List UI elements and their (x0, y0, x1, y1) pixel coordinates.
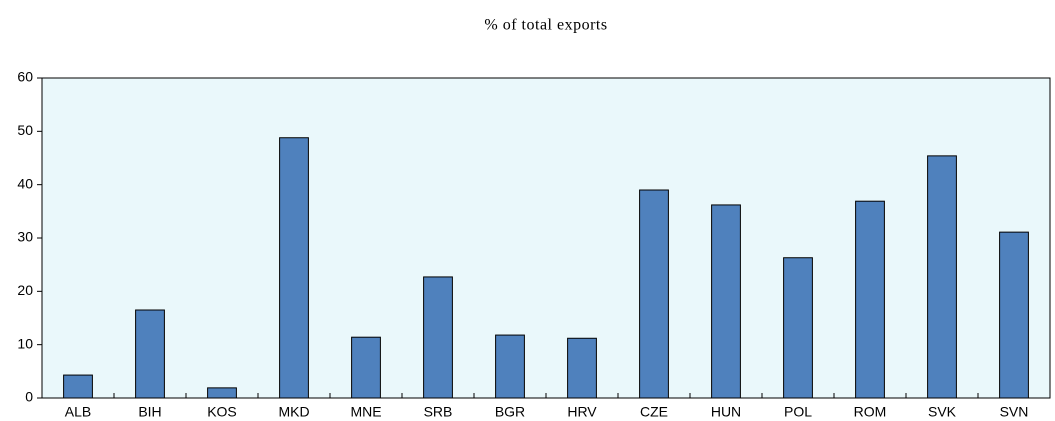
bar (207, 387, 237, 399)
y-tick-label: 20 (17, 282, 33, 298)
chart-title: % of total exports (484, 17, 607, 34)
y-tick-label: 10 (17, 335, 33, 351)
x-tick-label: SVK (928, 404, 957, 420)
x-tick-label: HUN (711, 404, 741, 420)
bar (63, 374, 93, 399)
bar (783, 257, 813, 399)
x-tick-label: SRB (424, 404, 453, 420)
bar (855, 200, 885, 399)
bar (927, 155, 957, 399)
bar (135, 309, 165, 399)
bar (495, 334, 525, 399)
bar (279, 137, 309, 399)
x-tick-label: SVN (1000, 404, 1029, 420)
x-tick-label: MKD (278, 404, 309, 420)
x-tick-label: MNE (350, 404, 381, 420)
x-tick-label: BGR (495, 404, 525, 420)
x-tick-label: KOS (207, 404, 237, 420)
bar (351, 336, 381, 399)
bar (711, 204, 741, 399)
y-tick-label: 30 (17, 229, 33, 245)
x-tick-label: HRV (567, 404, 597, 420)
y-tick-label: 40 (17, 175, 33, 191)
bar (567, 337, 597, 399)
y-tick-label: 50 (17, 122, 33, 138)
y-tick-label: 0 (25, 389, 33, 405)
bar (639, 189, 669, 399)
bar (423, 276, 453, 399)
plot-area (41, 77, 1051, 399)
x-tick-label: ALB (65, 404, 91, 420)
x-tick-label: POL (784, 404, 812, 420)
x-tick-label: ROM (854, 404, 887, 420)
x-tick-label: BIH (138, 404, 161, 420)
x-tick-label: CZE (640, 404, 668, 420)
y-tick-label: 60 (17, 69, 33, 85)
bar (999, 231, 1029, 399)
